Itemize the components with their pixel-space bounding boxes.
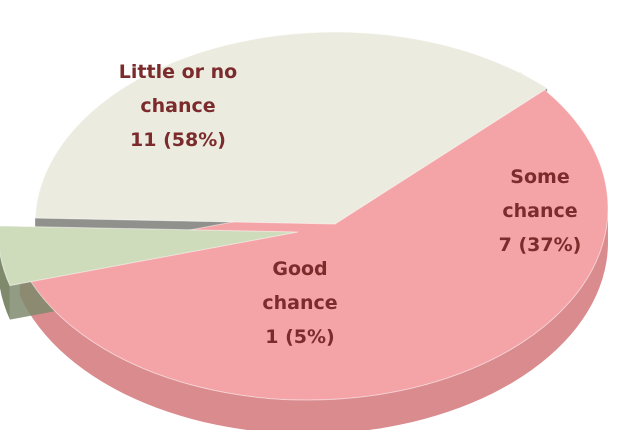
slice-side [0, 253, 10, 320]
slice-label-line: 1 (5%) [265, 326, 334, 348]
slice-tops [0, 31, 609, 401]
pie-slice [19, 71, 609, 401]
slice-label: Little or no chance 11 (58%) [119, 61, 237, 151]
slice-label-line: Good [272, 258, 327, 280]
slice-label-line: Little or no [119, 61, 237, 83]
pie-slice [0, 225, 299, 287]
slice-label: Good chance 1 (5%) [262, 258, 337, 348]
slice-label-line: chance [140, 95, 215, 117]
slice-label-line: 11 (58%) [130, 129, 226, 151]
pie-slice [34, 31, 549, 225]
slice-label-line: Some [510, 166, 569, 188]
slice-side [19, 211, 608, 430]
slice-label: Some chance 7 (37%) [499, 166, 582, 256]
slice-label-line: chance [262, 292, 337, 314]
slice-label-line: 7 (37%) [499, 234, 582, 256]
slice-labels: Little or no chance 11 (58%) Good chance 1 (5… [119, 61, 582, 348]
slice-label-line: chance [502, 200, 577, 222]
